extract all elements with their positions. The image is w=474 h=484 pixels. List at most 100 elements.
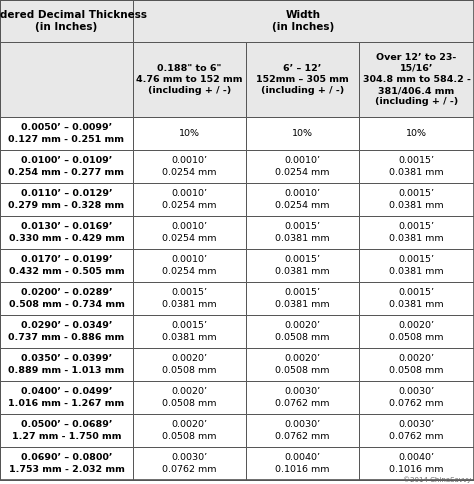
Bar: [246, 183, 359, 216]
Bar: [359, 42, 474, 117]
Text: 0.0020’
0.0508 mm: 0.0020’ 0.0508 mm: [162, 388, 217, 408]
Text: ©2014 ChinaSavvy: ©2014 ChinaSavvy: [403, 476, 471, 483]
Bar: [359, 183, 474, 216]
Bar: [246, 150, 359, 183]
Text: 0.0015’
0.0381 mm: 0.0015’ 0.0381 mm: [275, 223, 330, 242]
Bar: [246, 414, 359, 447]
Bar: [133, 150, 246, 183]
Text: 0.0020’
0.0508 mm: 0.0020’ 0.0508 mm: [275, 321, 330, 342]
Text: 0.0015’
0.0381 mm: 0.0015’ 0.0381 mm: [162, 288, 217, 309]
Bar: [0, 348, 133, 381]
Bar: [246, 381, 359, 414]
Bar: [246, 348, 359, 381]
Text: 10%: 10%: [179, 129, 200, 138]
Bar: [0, 117, 133, 150]
Text: 0.0030’
0.0762 mm: 0.0030’ 0.0762 mm: [275, 421, 330, 440]
Bar: [0, 183, 133, 216]
Text: 0.0030’
0.0762 mm: 0.0030’ 0.0762 mm: [389, 421, 444, 440]
Bar: [359, 348, 474, 381]
Text: 0.0015’
0.0381 mm: 0.0015’ 0.0381 mm: [389, 156, 444, 177]
Text: 10%: 10%: [292, 129, 313, 138]
Bar: [133, 0, 474, 42]
Text: 0.0020’
0.0508 mm: 0.0020’ 0.0508 mm: [162, 354, 217, 375]
Bar: [359, 282, 474, 315]
Bar: [359, 216, 474, 249]
Bar: [133, 414, 246, 447]
Text: 0.0400’ – 0.0499’
1.016 mm - 1.267 mm: 0.0400’ – 0.0499’ 1.016 mm - 1.267 mm: [9, 388, 125, 408]
Bar: [359, 117, 474, 150]
Text: 0.0110’ – 0.0129’
0.279 mm - 0.328 mm: 0.0110’ – 0.0129’ 0.279 mm - 0.328 mm: [9, 189, 125, 210]
Text: 0.0030’
0.0762 mm: 0.0030’ 0.0762 mm: [389, 388, 444, 408]
Text: 0.0015’
0.0381 mm: 0.0015’ 0.0381 mm: [162, 321, 217, 342]
Text: 0.0015’
0.0381 mm: 0.0015’ 0.0381 mm: [389, 223, 444, 242]
Text: 6’ – 12’
152mm – 305 mm
(including + / -): 6’ – 12’ 152mm – 305 mm (including + / -…: [256, 64, 349, 95]
Text: 0.0500’ – 0.0689’
1.27 mm - 1.750 mm: 0.0500’ – 0.0689’ 1.27 mm - 1.750 mm: [12, 421, 121, 440]
Text: 0.0010’
0.0254 mm: 0.0010’ 0.0254 mm: [275, 189, 330, 210]
Text: 0.0100’ – 0.0109’
0.254 mm - 0.277 mm: 0.0100’ – 0.0109’ 0.254 mm - 0.277 mm: [9, 156, 125, 177]
Bar: [359, 249, 474, 282]
Text: 0.0020’
0.0508 mm: 0.0020’ 0.0508 mm: [275, 354, 330, 375]
Text: 0.0015’
0.0381 mm: 0.0015’ 0.0381 mm: [275, 256, 330, 275]
Text: 0.188" to 6"
4.76 mm to 152 mm
(including + / -): 0.188" to 6" 4.76 mm to 152 mm (includin…: [136, 64, 243, 95]
Text: 0.0290’ – 0.0349’
0.737 mm - 0.886 mm: 0.0290’ – 0.0349’ 0.737 mm - 0.886 mm: [9, 321, 125, 342]
Bar: [133, 282, 246, 315]
Bar: [133, 216, 246, 249]
Bar: [133, 315, 246, 348]
Bar: [246, 315, 359, 348]
Bar: [0, 282, 133, 315]
Bar: [0, 42, 133, 117]
Text: 0.0020’
0.0508 mm: 0.0020’ 0.0508 mm: [389, 354, 444, 375]
Text: 10%: 10%: [406, 129, 427, 138]
Bar: [246, 249, 359, 282]
Text: 0.0040’
0.1016 mm: 0.0040’ 0.1016 mm: [275, 454, 330, 473]
Bar: [133, 42, 246, 117]
Text: 0.0050’ – 0.0099’
0.127 mm - 0.251 mm: 0.0050’ – 0.0099’ 0.127 mm - 0.251 mm: [9, 123, 125, 144]
Text: 0.0200’ – 0.0289’
0.508 mm - 0.734 mm: 0.0200’ – 0.0289’ 0.508 mm - 0.734 mm: [9, 288, 125, 309]
Bar: [359, 381, 474, 414]
Bar: [133, 249, 246, 282]
Text: 0.0040’
0.1016 mm: 0.0040’ 0.1016 mm: [389, 454, 444, 473]
Bar: [0, 216, 133, 249]
Text: 0.0015’
0.0381 mm: 0.0015’ 0.0381 mm: [389, 256, 444, 275]
Text: 0.0690’ – 0.0800’
1.753 mm - 2.032 mm: 0.0690’ – 0.0800’ 1.753 mm - 2.032 mm: [9, 454, 125, 473]
Text: 0.0130’ – 0.0169’
0.330 mm - 0.429 mm: 0.0130’ – 0.0169’ 0.330 mm - 0.429 mm: [9, 223, 124, 242]
Text: Over 12’ to 23-
15/16’
304.8 mm to 584.2 -
381/406.4 mm
(including + / -): Over 12’ to 23- 15/16’ 304.8 mm to 584.2…: [363, 53, 470, 106]
Text: 0.0015’
0.0381 mm: 0.0015’ 0.0381 mm: [275, 288, 330, 309]
Bar: [359, 414, 474, 447]
Text: Ordered Decimal Thickness
(in Inches): Ordered Decimal Thickness (in Inches): [0, 10, 147, 32]
Bar: [133, 447, 246, 480]
Bar: [0, 249, 133, 282]
Text: 0.0170’ – 0.0199’
0.432 mm - 0.505 mm: 0.0170’ – 0.0199’ 0.432 mm - 0.505 mm: [9, 256, 124, 275]
Bar: [0, 381, 133, 414]
Bar: [359, 315, 474, 348]
Text: 0.0350’ – 0.0399’
0.889 mm - 1.013 mm: 0.0350’ – 0.0399’ 0.889 mm - 1.013 mm: [9, 354, 125, 375]
Bar: [133, 183, 246, 216]
Bar: [246, 117, 359, 150]
Text: 0.0010’
0.0254 mm: 0.0010’ 0.0254 mm: [162, 256, 217, 275]
Bar: [133, 117, 246, 150]
Bar: [0, 414, 133, 447]
Bar: [0, 315, 133, 348]
Bar: [0, 0, 133, 42]
Bar: [0, 447, 133, 480]
Text: Width
(in Inches): Width (in Inches): [273, 10, 335, 32]
Text: 0.0010’
0.0254 mm: 0.0010’ 0.0254 mm: [162, 189, 217, 210]
Text: 0.0015’
0.0381 mm: 0.0015’ 0.0381 mm: [389, 288, 444, 309]
Text: 0.0030’
0.0762 mm: 0.0030’ 0.0762 mm: [275, 388, 330, 408]
Text: 0.0030’
0.0762 mm: 0.0030’ 0.0762 mm: [162, 454, 217, 473]
Bar: [246, 216, 359, 249]
Bar: [246, 447, 359, 480]
Bar: [0, 150, 133, 183]
Text: 0.0010’
0.0254 mm: 0.0010’ 0.0254 mm: [162, 223, 217, 242]
Bar: [246, 282, 359, 315]
Text: 0.0010’
0.0254 mm: 0.0010’ 0.0254 mm: [162, 156, 217, 177]
Bar: [133, 381, 246, 414]
Bar: [246, 42, 359, 117]
Bar: [133, 348, 246, 381]
Text: 0.0020’
0.0508 mm: 0.0020’ 0.0508 mm: [389, 321, 444, 342]
Text: 0.0010’
0.0254 mm: 0.0010’ 0.0254 mm: [275, 156, 330, 177]
Bar: [359, 447, 474, 480]
Text: 0.0015’
0.0381 mm: 0.0015’ 0.0381 mm: [389, 189, 444, 210]
Text: 0.0020’
0.0508 mm: 0.0020’ 0.0508 mm: [162, 421, 217, 440]
Bar: [359, 150, 474, 183]
